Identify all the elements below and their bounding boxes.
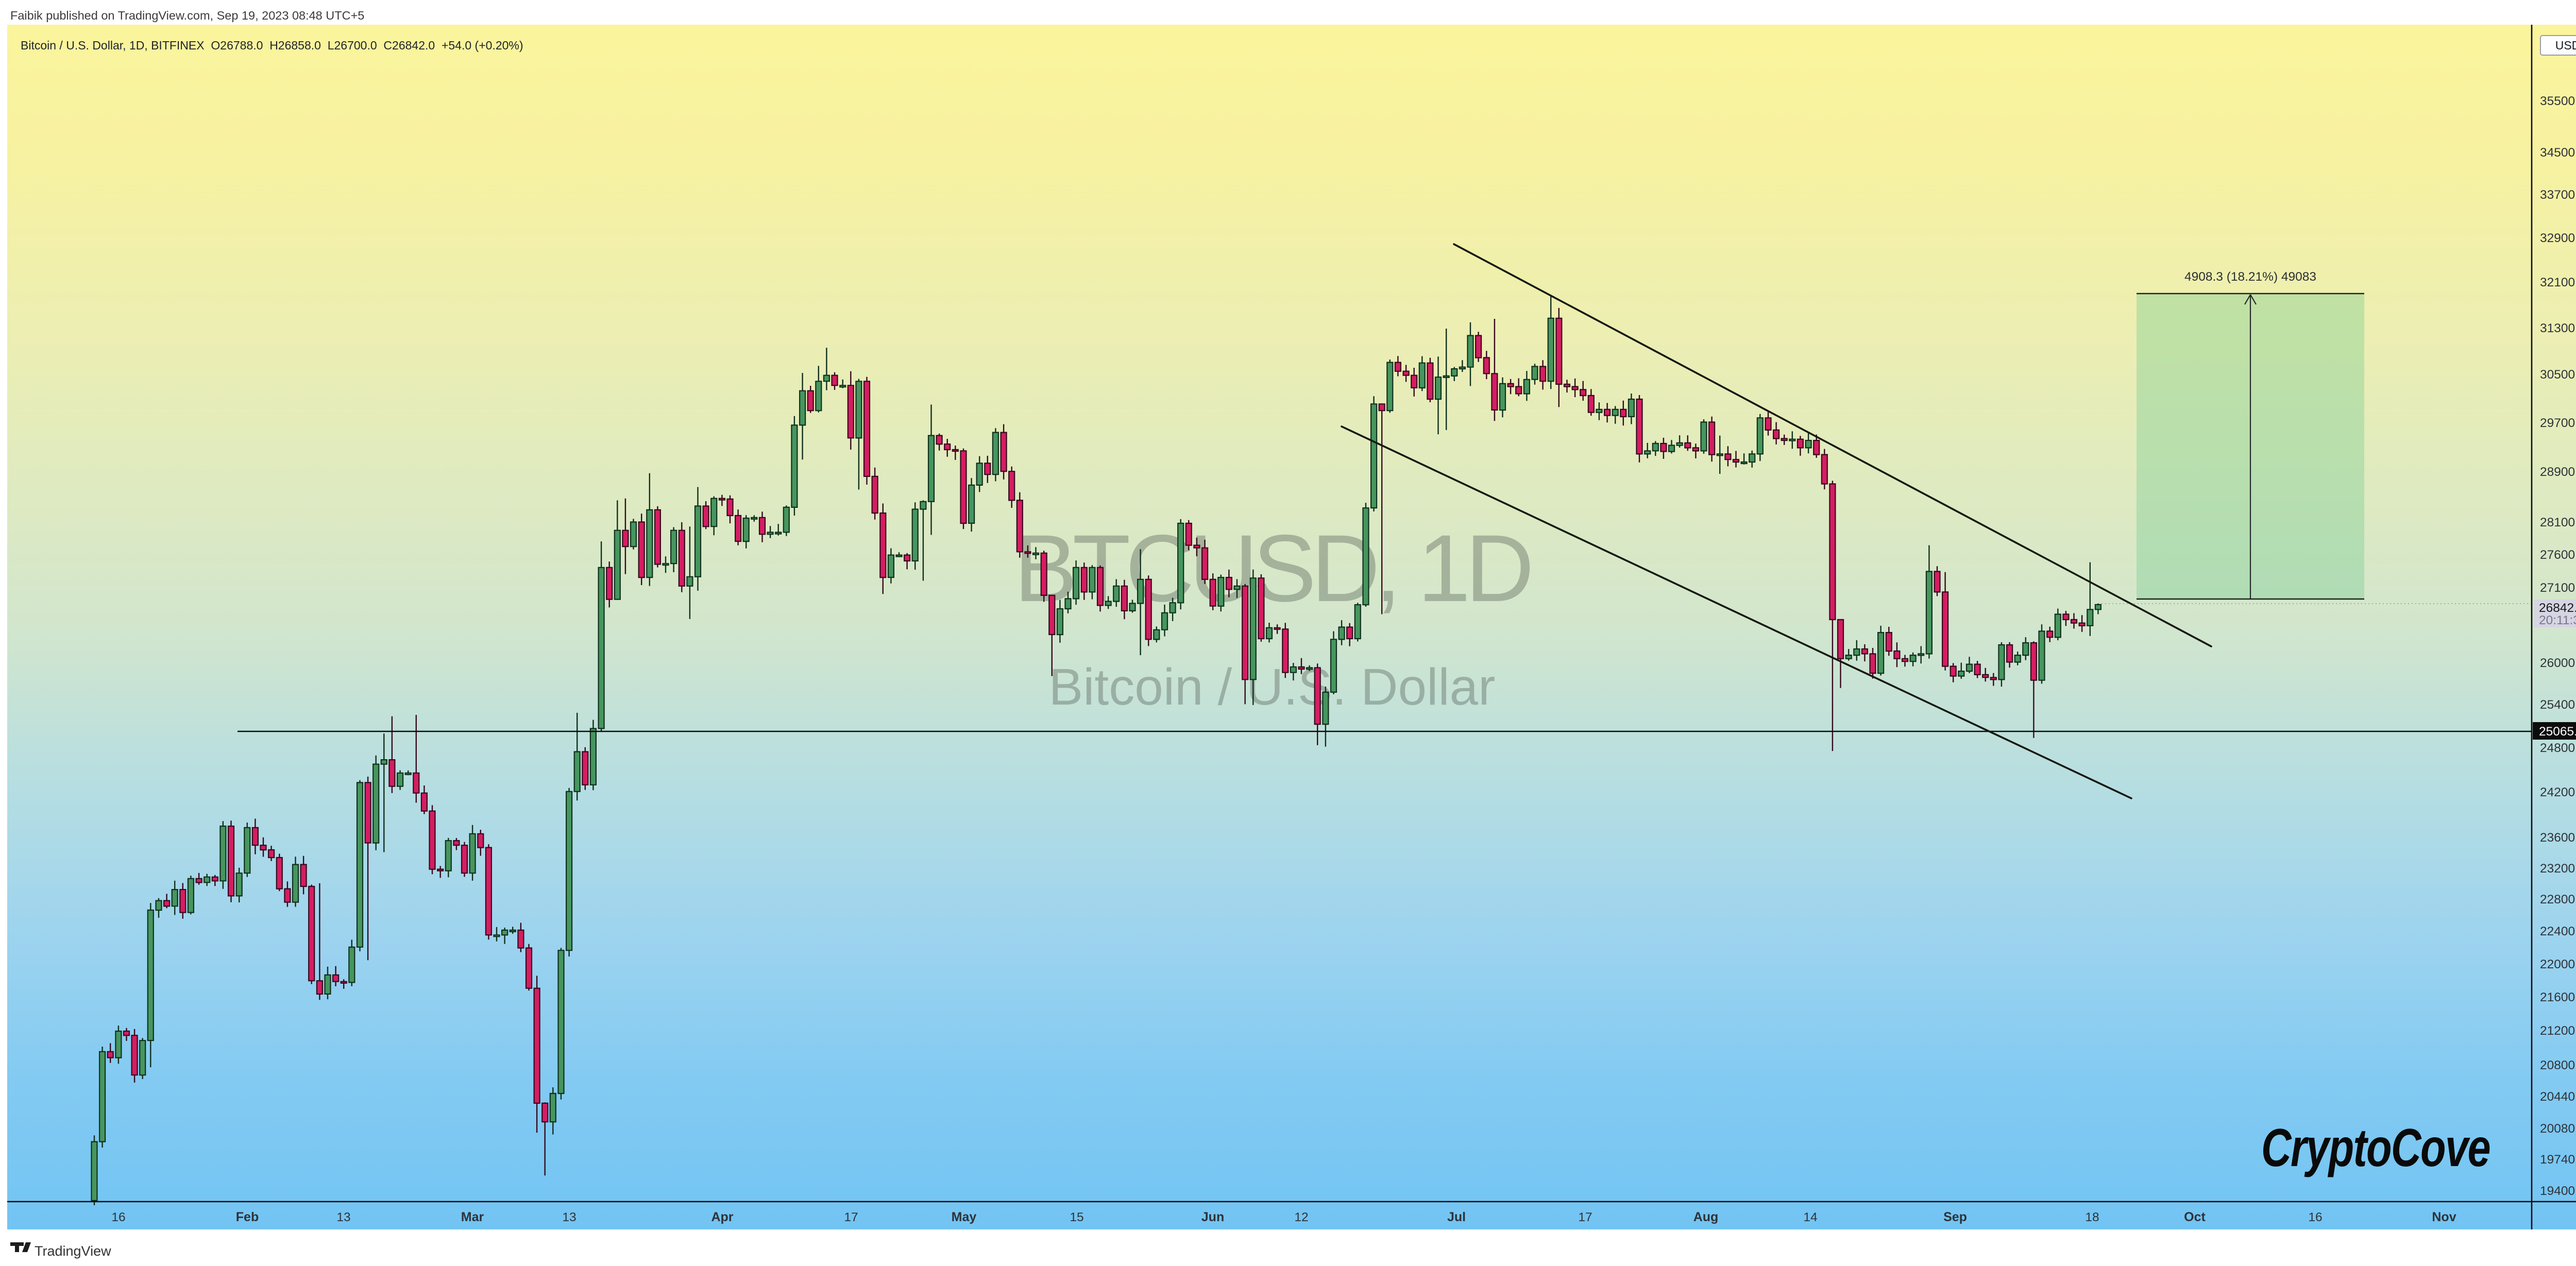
svg-text:May: May (952, 1210, 977, 1224)
svg-text:15: 15 (1070, 1210, 1083, 1224)
svg-text:20080.0: 20080.0 (2540, 1122, 2576, 1136)
svg-text:29700.0: 29700.0 (2540, 416, 2576, 430)
svg-text:21600.0: 21600.0 (2540, 990, 2576, 1004)
svg-text:24200.0: 24200.0 (2540, 785, 2576, 799)
svg-text:14: 14 (1803, 1210, 1817, 1224)
svg-text:16: 16 (2308, 1210, 2322, 1224)
svg-text:25400.0: 25400.0 (2540, 698, 2576, 712)
svg-text:23200.0: 23200.0 (2540, 862, 2576, 876)
svg-text:22400.0: 22400.0 (2540, 925, 2576, 938)
svg-text:CryptoCove: CryptoCove (2261, 1118, 2490, 1177)
svg-text:20800.0: 20800.0 (2540, 1058, 2576, 1072)
svg-text:TradingView: TradingView (35, 1243, 111, 1259)
svg-text:13: 13 (562, 1210, 576, 1224)
svg-text:Bitcoin / U.S. Dollar: Bitcoin / U.S. Dollar (1049, 658, 1496, 716)
svg-text:27100.0: 27100.0 (2540, 581, 2576, 595)
svg-text:26000.0: 26000.0 (2540, 656, 2576, 670)
svg-text:17: 17 (1578, 1210, 1592, 1224)
svg-text:Oct: Oct (2184, 1210, 2206, 1224)
svg-text:Nov: Nov (2432, 1210, 2456, 1224)
svg-text:20440.0: 20440.0 (2540, 1090, 2576, 1104)
svg-text:Feb: Feb (236, 1210, 259, 1224)
svg-text:Apr: Apr (711, 1210, 733, 1224)
svg-text:16: 16 (111, 1210, 125, 1224)
svg-text:25065.2: 25065.2 (2539, 725, 2576, 739)
svg-text:31300.0: 31300.0 (2540, 321, 2576, 335)
svg-text:22000.0: 22000.0 (2540, 957, 2576, 971)
svg-text:Aug: Aug (1693, 1210, 1719, 1224)
svg-text:33700.0: 33700.0 (2540, 188, 2576, 202)
svg-text:12: 12 (1294, 1210, 1308, 1224)
svg-text:24800.0: 24800.0 (2540, 741, 2576, 755)
svg-text:Mar: Mar (461, 1210, 484, 1224)
svg-text:19740.0: 19740.0 (2540, 1153, 2576, 1167)
svg-text:Sep: Sep (1943, 1210, 1967, 1224)
svg-text:32900.0: 32900.0 (2540, 231, 2576, 245)
svg-text:22800.0: 22800.0 (2540, 893, 2576, 906)
svg-text:34500.0: 34500.0 (2540, 146, 2576, 160)
svg-text:28900.0: 28900.0 (2540, 465, 2576, 479)
svg-text:Jun: Jun (1201, 1210, 1224, 1224)
svg-text:26842.0: 26842.0 (2539, 601, 2576, 615)
svg-text:35500.0: 35500.0 (2540, 94, 2576, 108)
svg-text:28100.0: 28100.0 (2540, 516, 2576, 529)
svg-text:17: 17 (844, 1210, 858, 1224)
svg-text:23600.0: 23600.0 (2540, 831, 2576, 845)
svg-text:Jul: Jul (1447, 1210, 1466, 1224)
svg-text:19400.0: 19400.0 (2540, 1184, 2576, 1198)
svg-text:18: 18 (2085, 1210, 2099, 1224)
svg-text:27600.0: 27600.0 (2540, 548, 2576, 562)
svg-text:Faibik published on TradingVie: Faibik published on TradingView.com, Sep… (10, 9, 364, 22)
svg-text:USD: USD (2555, 39, 2576, 52)
svg-text:4908.3 (18.21%) 49083: 4908.3 (18.21%) 49083 (2184, 270, 2316, 284)
svg-text:Bitcoin / U.S. Dollar, 1D, BIT: Bitcoin / U.S. Dollar, 1D, BITFINEX O267… (21, 39, 523, 52)
svg-text:20:11:37: 20:11:37 (2539, 613, 2576, 627)
svg-text:21200.0: 21200.0 (2540, 1024, 2576, 1038)
svg-text:13: 13 (336, 1210, 350, 1224)
svg-text:32100.0: 32100.0 (2540, 276, 2576, 289)
svg-text:30500.0: 30500.0 (2540, 368, 2576, 382)
